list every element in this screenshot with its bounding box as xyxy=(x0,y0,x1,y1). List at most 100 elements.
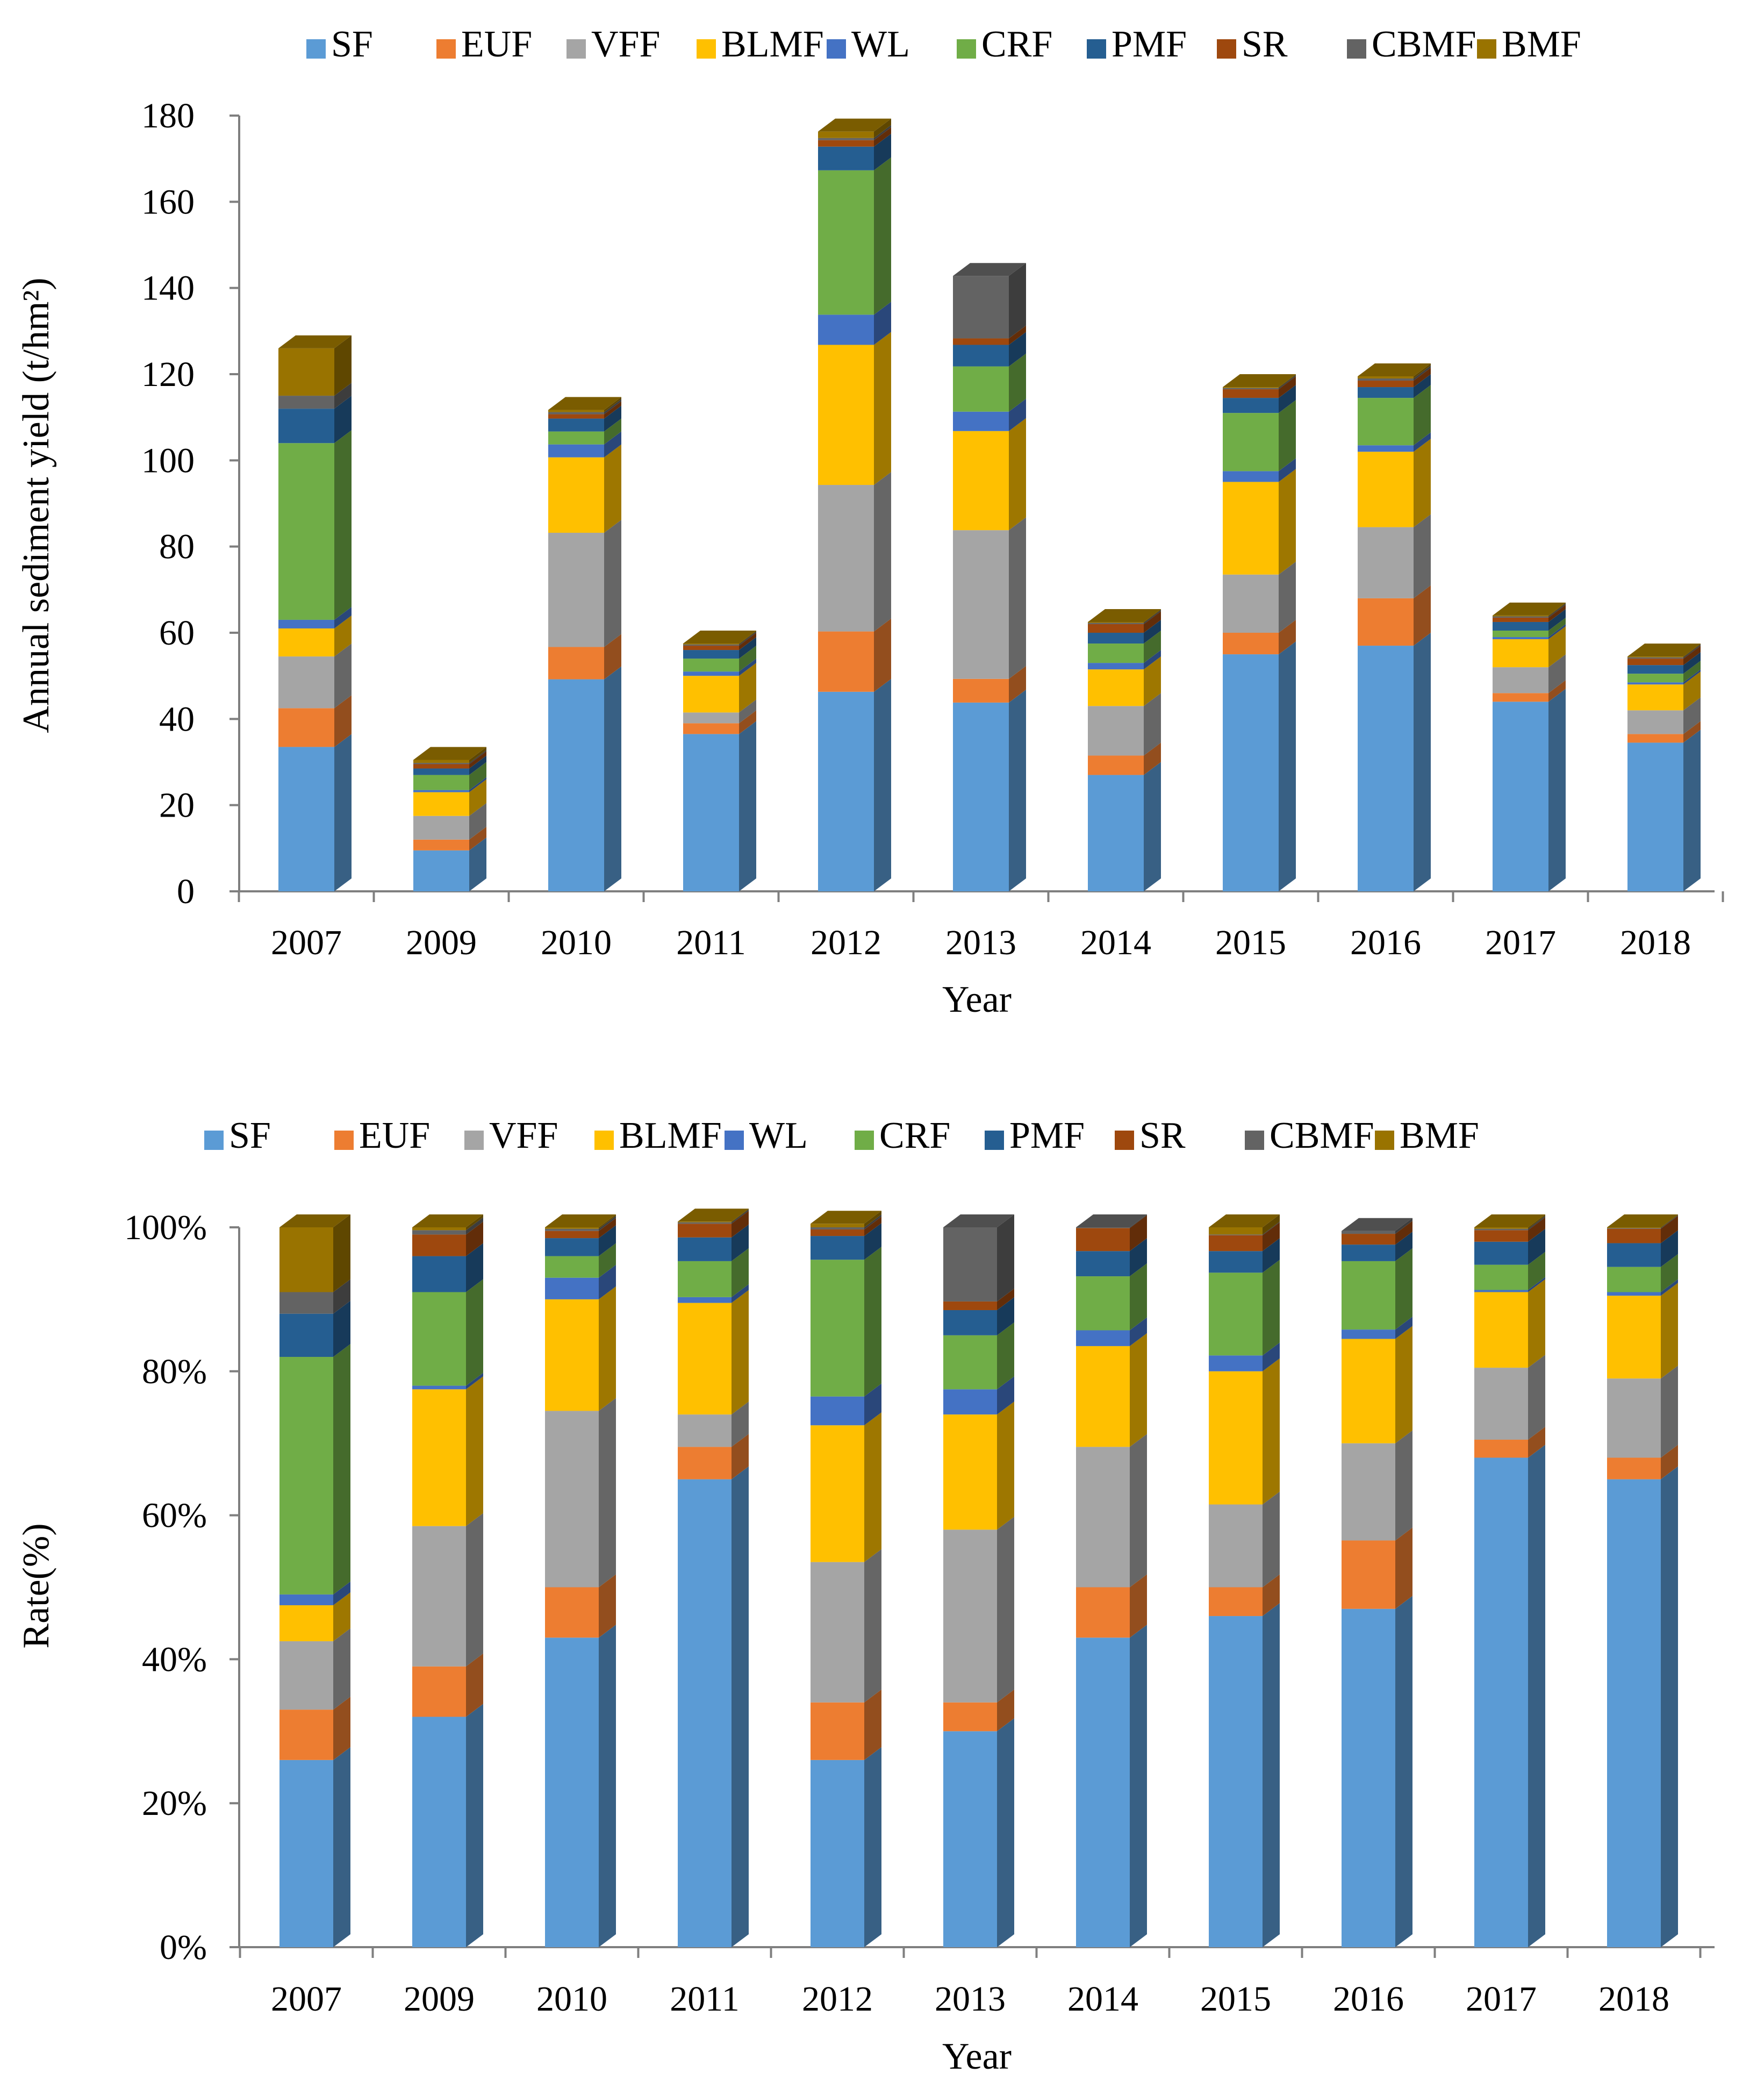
y-tick-label: 140 xyxy=(141,269,195,308)
bar-2007-pmf-side xyxy=(334,396,352,444)
bar-2013-blmf-side xyxy=(1009,418,1026,531)
x-tick-label-2016: 2016 xyxy=(1350,923,1421,962)
bar-2017-pmf-side xyxy=(1548,609,1566,631)
y-axis-title: Rate(%) xyxy=(16,1523,57,1648)
bar-2016-bmf-top xyxy=(1358,363,1431,377)
bar-2018-wl xyxy=(1627,682,1683,685)
bar-2007-bmf-side xyxy=(334,335,352,396)
bar-2007-cbmf-side xyxy=(333,1279,350,1314)
bar-2016-crf-side xyxy=(1414,385,1431,446)
bar-2014-crf-side xyxy=(1144,631,1161,663)
bar-2007-bmf-top xyxy=(279,1214,350,1227)
bar-2014-pmf-side xyxy=(1144,620,1161,644)
bar-2016-vff-side xyxy=(1395,1430,1412,1541)
bar-2012-wl xyxy=(818,314,874,345)
bar-2015-blmf-side xyxy=(1279,469,1296,575)
bar-2009-sf xyxy=(413,850,469,891)
legend-label-vff: VFF xyxy=(591,24,660,65)
bar-2013-blmf xyxy=(943,1414,997,1530)
bar-2011 xyxy=(683,631,756,891)
bar-2011-vff xyxy=(683,712,739,724)
bar-2014-wl-side xyxy=(1130,1317,1147,1346)
bar-2007-blmf-side xyxy=(334,615,352,657)
legend-label-cbmf: CBMF xyxy=(1372,24,1476,65)
bar-2010-bmf-top xyxy=(548,397,621,410)
bar-2007-bmf xyxy=(279,1227,333,1292)
bar-2007-euf xyxy=(279,1710,333,1760)
bar-2016-crf xyxy=(1342,1261,1395,1330)
bar-2010-wl xyxy=(545,1277,599,1299)
bar-2011-pmf xyxy=(683,650,739,659)
x-tick-label-2012: 2012 xyxy=(802,1979,873,2019)
bar-2007-blmf xyxy=(279,1605,333,1641)
bar-2012-pmf-side xyxy=(864,1223,881,1260)
bar-2011-blmf-side xyxy=(739,663,756,713)
bar-2007-wl-side xyxy=(333,1581,350,1605)
bar-2017-cbmf xyxy=(1493,616,1548,618)
bar-2018-cbmf-side xyxy=(1683,644,1701,659)
bar-2016-euf xyxy=(1342,1540,1395,1609)
legend-swatch-bmf xyxy=(1477,39,1496,59)
bar-2015-crf xyxy=(1209,1272,1263,1356)
bar-2007-cbmf xyxy=(278,396,334,409)
bar-2011-wl-side xyxy=(739,659,756,676)
bar-2011-cbmf-side xyxy=(739,631,756,646)
bar-2011-cbmf-side xyxy=(732,1209,749,1224)
bar-2012-cbmf-side xyxy=(864,1214,881,1230)
bar-2010-euf-side xyxy=(604,634,621,680)
y-tick-label: 180 xyxy=(141,96,195,135)
bar-2014-crf xyxy=(1088,643,1144,663)
legend-swatch-blmf xyxy=(697,39,716,59)
bar-2014-crf-side xyxy=(1130,1263,1147,1331)
bar-2013-wl-side xyxy=(1009,398,1026,431)
bar-2017-euf-side xyxy=(1548,680,1566,702)
bar-2010-pmf xyxy=(548,418,604,432)
bar-2013-vff-side xyxy=(1009,517,1026,679)
bar-2009-pmf xyxy=(412,1256,466,1292)
bar-2015-bmf-side xyxy=(1263,1214,1280,1235)
bar-2007-crf-side xyxy=(333,1344,350,1595)
legend-swatch-sf xyxy=(306,39,326,59)
legend-swatch-cbmf xyxy=(1347,39,1366,59)
bar-2007 xyxy=(279,1214,350,1947)
bar-2018-vff xyxy=(1627,710,1683,734)
bar-2016-blmf xyxy=(1358,452,1414,527)
bar-2011-sr-side xyxy=(739,633,756,650)
legend-label-crf: CRF xyxy=(981,24,1052,65)
bar-2007-wl xyxy=(279,1594,333,1605)
x-tick-label-2009: 2009 xyxy=(406,923,477,962)
bar-2012-cbmf-side xyxy=(874,125,891,140)
bar-2015-sf xyxy=(1223,654,1279,891)
bar-2016-cbmf-side xyxy=(1395,1218,1412,1234)
bar-2009-cbmf xyxy=(413,763,469,764)
bar-2010-bmf-side xyxy=(599,1214,616,1229)
bar-2016-wl-side xyxy=(1414,432,1431,452)
bar-2016-sr xyxy=(1358,381,1414,388)
bar-2009-vff-side xyxy=(469,803,486,840)
bar-2015-pmf xyxy=(1209,1251,1263,1273)
bar-2017-crf xyxy=(1493,630,1548,638)
bar-2012-cbmf xyxy=(811,1227,864,1230)
bar-2016-sr xyxy=(1342,1234,1395,1245)
bar-2012-vff xyxy=(811,1562,864,1703)
bar-2009-blmf-side xyxy=(466,1376,483,1526)
bar-2014-blmf xyxy=(1076,1346,1130,1447)
bar-2009-pmf-side xyxy=(466,1243,483,1292)
bar-2017-crf-side xyxy=(1548,617,1566,638)
bar-2016-wl xyxy=(1342,1329,1395,1339)
bar-2013-sf xyxy=(943,1731,997,1947)
bar-2014-bmf-top xyxy=(1088,609,1161,622)
bar-2015-crf xyxy=(1223,413,1279,471)
bar-2015-bmf xyxy=(1223,387,1279,388)
bar-2013-cbmf-top xyxy=(943,1214,1014,1227)
bar-2012-sr-side xyxy=(864,1217,881,1236)
bar-2007-wl-side xyxy=(334,606,352,628)
bar-2007-pmf xyxy=(279,1313,333,1357)
bar-2009-blmf-side xyxy=(469,779,486,816)
bar-2013-euf-side xyxy=(1009,666,1026,703)
bar-2009-vff-side xyxy=(466,1513,483,1667)
legend-label-wl: WL xyxy=(749,1115,808,1156)
bar-2015-blmf xyxy=(1223,482,1279,575)
bar-2018-vff-side xyxy=(1683,697,1701,734)
bar-2007-crf xyxy=(278,443,334,620)
